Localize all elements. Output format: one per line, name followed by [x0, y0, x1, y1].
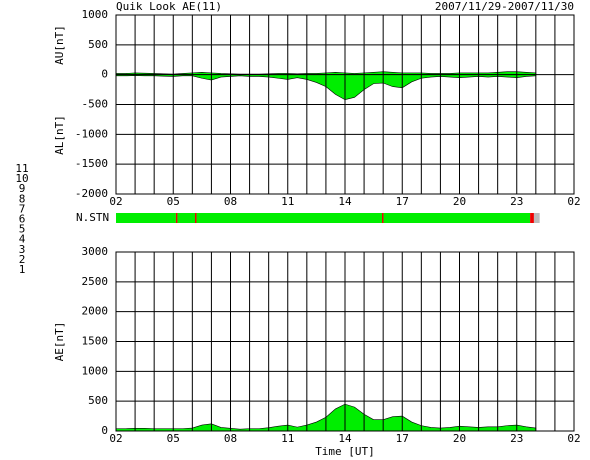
x-tick-label: 05 — [167, 195, 180, 208]
y-tick-label: 2500 — [82, 275, 109, 288]
y-axis-label: AE[nT] — [53, 322, 66, 362]
station-segment — [196, 213, 383, 223]
station-segment — [116, 213, 176, 223]
y-tick-label: -1500 — [75, 157, 108, 170]
y-axis-label: AL[nT] — [53, 115, 66, 155]
x-tick-label: 02 — [109, 432, 122, 445]
station-segment — [195, 213, 197, 223]
y-tick-label: 0 — [101, 68, 108, 81]
station-legend-label: 6 — [19, 213, 26, 226]
x-tick-label: 02 — [567, 432, 580, 445]
x-tick-label: 05 — [167, 432, 180, 445]
plot-frame — [115, 14, 575, 195]
station-legend-label: 7 — [19, 202, 26, 215]
station-legend-label: 9 — [19, 182, 26, 195]
y-tick-label: 2000 — [82, 305, 109, 318]
station-legend-label: 4 — [19, 233, 26, 246]
y-tick-label: -500 — [82, 98, 109, 111]
station-legend-label: 10 — [15, 172, 28, 185]
station-legend-label: 11 — [15, 162, 28, 175]
x-tick-label: 02 — [109, 195, 122, 208]
y-tick-label: 0 — [101, 424, 108, 437]
station-segment — [175, 213, 178, 223]
x-tick-label: 20 — [453, 432, 466, 445]
station-legend-label: 5 — [19, 223, 26, 236]
x-tick-label: 20 — [453, 195, 466, 208]
date-range: 2007/11/29-2007/11/30 — [435, 0, 574, 13]
station-label: N.STN — [76, 211, 109, 224]
y-tick-label: 3000 — [82, 245, 109, 258]
x-tick-label: 17 — [396, 195, 409, 208]
y-tick-label: -2000 — [75, 187, 108, 200]
x-tick-label: 14 — [338, 432, 352, 445]
x-tick-label: 23 — [510, 432, 523, 445]
y-tick-label: 1500 — [82, 335, 109, 348]
plot-frame — [115, 251, 575, 432]
station-segment — [533, 213, 540, 223]
x-tick-label: 02 — [567, 195, 580, 208]
station-segment — [530, 213, 534, 223]
x-tick-label: 17 — [396, 432, 409, 445]
y-axis-label: AU[nT] — [53, 25, 66, 65]
station-legend-label: 1 — [19, 263, 26, 276]
x-tick-label: 11 — [281, 432, 294, 445]
station-legend-label: 8 — [19, 192, 26, 205]
y-tick-label: -1000 — [75, 127, 108, 140]
x-axis-label: Time [UT] — [315, 445, 375, 458]
x-tick-label: 14 — [338, 195, 352, 208]
x-tick-label: 11 — [281, 195, 294, 208]
y-tick-label: 1000 — [82, 8, 109, 21]
y-tick-label: 1000 — [82, 364, 109, 377]
x-tick-label: 08 — [224, 432, 237, 445]
station-segment — [382, 213, 384, 223]
y-tick-label: 500 — [88, 38, 108, 51]
chart-title: Quik Look AE(11) — [116, 0, 222, 13]
x-tick-label: 23 — [510, 195, 523, 208]
station-legend-label: 3 — [19, 243, 26, 256]
station-segment — [177, 213, 196, 223]
station-segment — [383, 213, 531, 223]
x-tick-label: 08 — [224, 195, 237, 208]
y-tick-label: 500 — [88, 394, 108, 407]
station-legend-label: 2 — [19, 253, 26, 266]
